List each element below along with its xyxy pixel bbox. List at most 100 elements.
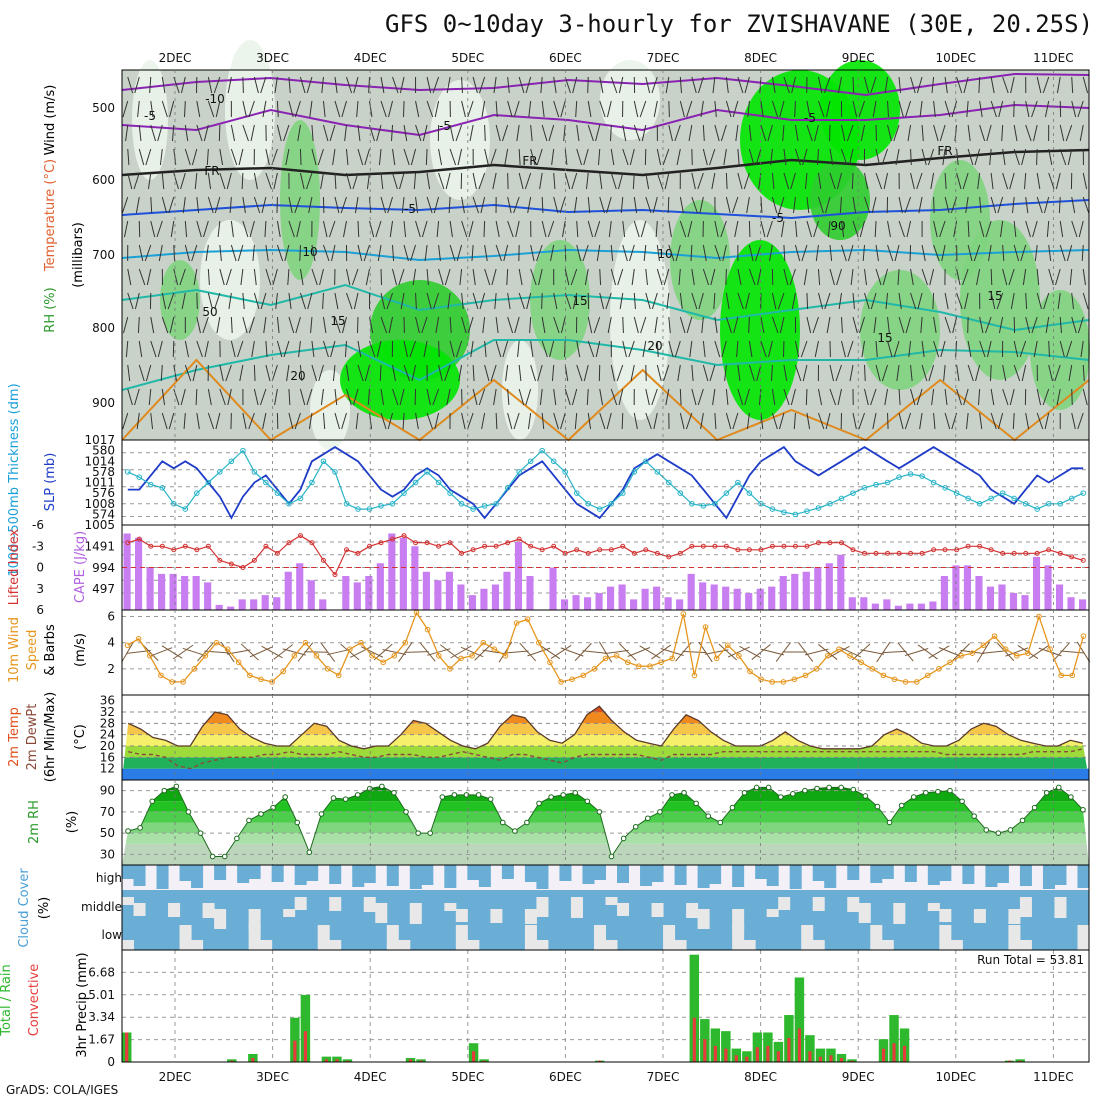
rh-point	[391, 789, 397, 796]
wind-barb	[203, 220, 209, 238]
wind-barb	[645, 412, 652, 430]
wind-barb	[944, 172, 947, 190]
wind-speed-point	[713, 655, 720, 662]
wind-barb	[538, 268, 543, 286]
wind-speed-point	[491, 646, 498, 653]
wind-barb	[184, 220, 188, 238]
surface-barb	[818, 644, 838, 660]
thickness-point	[274, 490, 281, 496]
rh-point	[657, 809, 663, 815]
precip-total-bar	[689, 954, 700, 1062]
surface-barb	[519, 642, 537, 662]
wind-barb	[921, 340, 925, 358]
wind-barb	[835, 364, 842, 382]
wind-barb	[654, 316, 658, 334]
wind-barb	[933, 220, 938, 238]
wind-barb	[449, 340, 455, 358]
wind-barb	[1020, 244, 1027, 262]
cape-bar	[411, 546, 419, 610]
cape-bar	[630, 599, 638, 610]
cape-bar	[618, 584, 626, 610]
wind-barb	[495, 412, 498, 430]
thickness-point	[240, 447, 246, 454]
thickness-point	[1011, 495, 1017, 502]
wind-barb	[691, 76, 697, 94]
isotherm-label: 20	[647, 339, 662, 353]
wind-barb	[768, 340, 773, 358]
rh-point	[971, 813, 977, 819]
wind-barb	[392, 268, 398, 286]
wind-barb	[919, 100, 923, 118]
wind-tick: 6	[107, 610, 115, 624]
wind-barb	[576, 364, 583, 382]
thickness-point	[458, 500, 465, 507]
wind-barb	[518, 76, 525, 94]
wind-barb	[341, 412, 347, 430]
wind-barb	[875, 364, 881, 382]
wind-barb	[184, 244, 190, 262]
rh-shading	[720, 240, 800, 420]
lifted-index-point	[171, 547, 177, 553]
precip-conv-bar	[776, 1051, 780, 1062]
wind-barb	[127, 364, 131, 382]
wind-barb	[746, 412, 750, 430]
wind-barb	[308, 412, 313, 430]
wind-barb	[714, 340, 721, 358]
wind-barb	[472, 196, 480, 214]
wind-barb	[691, 292, 698, 310]
date-label-bottom: 4DEC	[354, 1070, 387, 1084]
wind-barb	[964, 292, 969, 310]
wind-barb	[593, 316, 601, 334]
wind-barb	[990, 364, 992, 382]
lifted-index-point	[297, 533, 303, 539]
cape-bar	[560, 599, 569, 610]
wind-barb	[449, 316, 452, 334]
wind-barb	[805, 388, 808, 406]
wind-barb	[928, 364, 935, 382]
wind-barb	[294, 412, 301, 430]
wind-barb	[587, 340, 595, 358]
wind-barb	[944, 100, 951, 118]
cloud-high-cell	[766, 865, 779, 886]
wind-barb	[639, 100, 647, 118]
wind-barb	[653, 100, 658, 118]
wind-barb	[640, 220, 647, 238]
wind-barb	[369, 220, 375, 238]
lifted-index-point	[827, 540, 833, 546]
wind-barb	[513, 100, 520, 118]
wind-barb	[345, 268, 351, 286]
cloud-high-cell	[133, 865, 146, 886]
cape-tick: 1491	[84, 540, 115, 554]
thickness-point	[1022, 500, 1029, 507]
wind-barb	[553, 316, 560, 334]
rh-point	[995, 830, 1002, 836]
wind-barb	[415, 124, 422, 142]
cloud-low-cell	[732, 925, 745, 950]
wind-barb	[760, 124, 767, 142]
wind-barb	[1071, 316, 1077, 334]
cloud-high-cell	[536, 865, 549, 889]
wind-barb	[288, 412, 294, 430]
wind-barb	[169, 316, 175, 334]
precip-conv-bar	[125, 1032, 129, 1062]
wind-barb	[910, 172, 915, 190]
cloud-mid-cell	[778, 897, 791, 910]
cape-bar	[365, 576, 373, 610]
surface-barb	[660, 648, 684, 656]
lifted-index-point	[148, 543, 154, 549]
surface-barb	[350, 646, 372, 658]
wind-barb	[714, 220, 719, 238]
rh-point	[620, 835, 627, 842]
wind-barb	[426, 412, 433, 430]
ylabel-wind-speed: Speed	[25, 630, 40, 671]
wind-barb	[127, 292, 134, 310]
isotherm-label: -5	[772, 211, 784, 225]
lifted-index-point	[700, 543, 706, 549]
wind-barb	[467, 100, 474, 118]
lifted-index-point	[908, 550, 914, 556]
wind-barb	[426, 172, 431, 190]
wind-barb	[196, 412, 200, 430]
rh-point	[512, 828, 518, 834]
wind-barb	[898, 388, 901, 406]
surface-barb	[504, 650, 529, 654]
